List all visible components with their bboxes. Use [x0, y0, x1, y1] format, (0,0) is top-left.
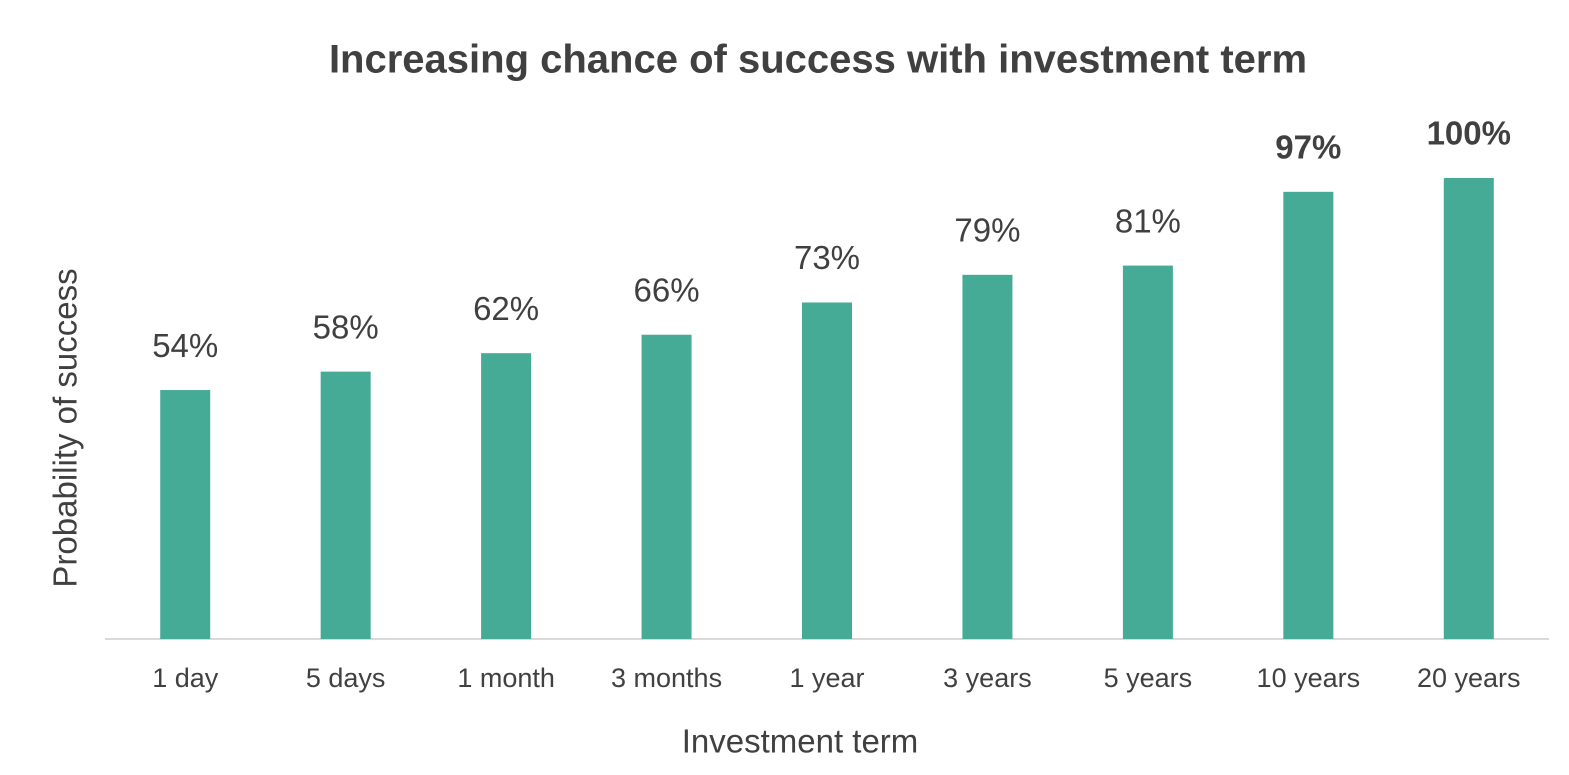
x-tick-label: 10 years [1257, 663, 1361, 693]
data-label: 58% [313, 308, 379, 345]
x-tick-label: 1 day [152, 663, 219, 693]
bar [962, 274, 1013, 639]
data-label: 100% [1427, 115, 1511, 152]
x-tick-label: 5 years [1104, 663, 1193, 693]
bar [641, 334, 692, 639]
bar [1443, 178, 1494, 639]
bar [1283, 191, 1334, 639]
x-tick-label: 5 days [306, 663, 386, 693]
y-axis-title: Probability of success [47, 268, 84, 587]
data-label: 73% [794, 239, 860, 276]
x-tick-label: 1 month [457, 663, 555, 693]
bar [320, 371, 371, 639]
x-tick-label: 3 years [943, 663, 1032, 693]
bar [481, 353, 532, 639]
data-label: 97% [1275, 129, 1341, 166]
x-tick-label: 3 months [611, 663, 722, 693]
x-axis-title: Investment term [682, 723, 919, 760]
x-tick-label: 1 year [789, 663, 864, 693]
bar [802, 302, 852, 639]
chart-title: Increasing chance of success with invest… [329, 38, 1307, 82]
x-tick-label: 20 years [1417, 663, 1521, 693]
data-label: 54% [152, 327, 218, 364]
data-label: 79% [954, 212, 1020, 249]
data-label: 62% [473, 290, 539, 327]
data-label: 66% [634, 271, 700, 308]
bar [160, 390, 211, 639]
bar [1122, 265, 1173, 639]
data-label: 81% [1115, 202, 1181, 239]
